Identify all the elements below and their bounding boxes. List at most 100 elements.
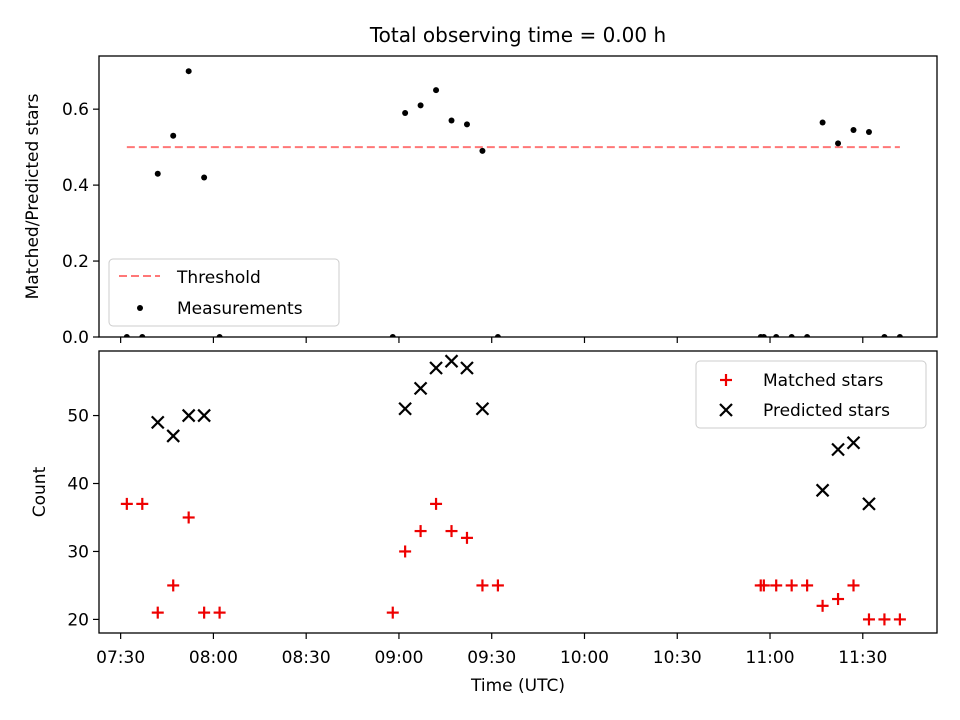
predicted-point-b [181,408,196,423]
predicted-point-b [815,483,830,498]
x-tick-label: 08:00 [189,648,238,668]
y-tick-label: 0.2 [62,252,89,272]
matched-point [878,613,891,626]
predicted-point [181,408,196,423]
chart-title: Total observing time = 0.00 h [369,23,666,47]
matched-point [893,613,906,626]
predicted-point-b [150,415,165,430]
measurement-point [865,128,872,135]
y-tick-label: 20 [67,610,89,630]
matched-point [476,579,489,592]
matched-point [862,613,875,626]
x-tick-label: 09:00 [374,648,423,668]
matched-point [136,497,149,510]
axes-frame [98,350,938,634]
legend: Threshold Measurements [108,258,340,327]
measurement-point [494,334,501,337]
predicted-point-b [846,435,861,450]
measurement-point [835,140,842,147]
plot-area [123,68,903,337]
matched-point [832,593,845,606]
predicted-point [413,381,428,396]
predicted-point [460,361,474,375]
matched-point [801,579,814,592]
measurement-point [402,109,409,116]
predicted-point [815,483,830,498]
legend-matched-swatch [720,374,732,386]
measurement-point [773,334,780,337]
predicted-point [846,435,861,450]
matched-point [816,599,829,612]
matched-point [460,531,473,544]
y-tick-label: 0.6 [62,100,89,120]
y-tick-label: 0.0 [62,328,89,348]
y-axis-label: Count [30,466,50,517]
predicted-point-b [475,401,490,416]
predicted-point [197,408,211,423]
y-tick-label: 50 [67,407,89,427]
measurement-point [154,170,161,177]
predicted-point [166,429,180,443]
predicted-point [831,442,845,457]
measurement-point [123,334,130,337]
matched-point [399,545,412,558]
y-tick-label: 0.4 [62,176,89,196]
plot-area [120,354,906,626]
legend-box [695,360,927,429]
measurement-point [417,102,424,109]
matched-point [414,525,427,538]
measurement-point [448,117,455,124]
y-tick-label: 40 [67,475,89,495]
measurement-point [760,334,767,337]
x-tick-label: 10:00 [560,648,609,668]
measurement-point [139,334,146,337]
x-tick-label: 11:00 [746,648,795,668]
measurement-point [463,121,470,128]
predicted-point-b [166,429,180,443]
legend-threshold-label: Threshold [176,268,261,288]
legend: Matched stars Predicted stars [695,360,927,429]
predicted-point [150,415,165,430]
y-axis-label: Matched/Predicted stars [23,93,43,299]
measurement-point [433,87,440,94]
matched-point [847,579,860,592]
ratio-panel: 0.0 0.2 0.4 0.6 Matched/Predicted stars Thres… [23,55,938,348]
measurement-point [170,132,177,139]
predicted-point-b [862,497,876,511]
predicted-point-b [831,442,845,457]
measurement-point [788,334,795,337]
measurement-point [479,147,486,154]
measurement-point [804,334,811,337]
matched-point [430,497,443,510]
legend-measurements-label: Measurements [177,299,303,319]
matched-point [770,579,783,592]
legend-measurements-swatch [137,305,143,311]
predicted-point [429,361,443,375]
legend-matched-label: Matched stars [763,371,883,391]
x-axis-label: Time (UTC) [470,676,565,696]
matched-point [120,497,133,510]
predicted-point [444,354,459,368]
matched-point [785,579,798,592]
matched-point [757,579,770,592]
measurement-point [201,174,208,181]
legend-predicted-swatch [719,403,733,417]
x-tick-label: 10:30 [653,648,702,668]
matched-point [445,525,458,538]
predicted-point [398,401,412,416]
matched-point [491,579,504,592]
matched-point [198,606,211,619]
legend-predicted-b [719,403,733,417]
measurement-point [850,127,857,134]
y-tick-label: 30 [67,542,89,562]
x-tick-label: 07:30 [96,648,145,668]
legend-box [108,258,340,327]
measurement-point [881,334,888,337]
matched-point [182,511,195,524]
measurement-point [185,68,192,75]
legend-predicted-label: Predicted stars [763,401,890,421]
axes-frame [98,55,938,338]
matched-point [386,606,399,619]
x-tick-label: 11:30 [838,648,887,668]
